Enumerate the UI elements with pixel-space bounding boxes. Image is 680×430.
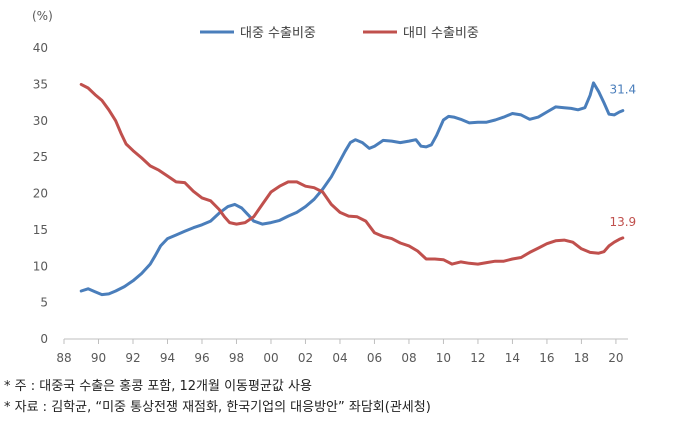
y-axis-unit: (%)	[32, 9, 53, 23]
y-tick-label: 10	[33, 259, 48, 273]
us-export-share-line	[79, 82, 625, 266]
legend: 대중 수출비중 대미 수출비중	[200, 26, 479, 41]
y-tick-label: 0	[40, 332, 48, 346]
us-end-value-label: 13.9	[609, 215, 636, 229]
axes: 0 5 10 15 20 25 30 35 40 88 90 92 94 96 98 00 02 04 06 08 10…	[33, 41, 628, 365]
y-tick-label: 40	[33, 41, 48, 55]
x-tick-label: 90	[91, 351, 106, 365]
x-tick-label: 12	[470, 351, 485, 365]
x-tick-label: 98	[229, 351, 244, 365]
y-tick-label: 15	[33, 223, 48, 237]
line-chart: (%) 대중 수출비중 대미 수출비중 0 5 10 15 20 25 30 35 40 88 90 9…	[32, 9, 636, 365]
footnote-data-source: * 자료 : 김학균, “미중 통상전쟁 재점화, 한국기업의 대응방안” 좌담…	[4, 400, 431, 415]
footnote-source-note: * 주 : 대중국 수출은 홍콩 포함, 12개월 이동평균값 사용	[4, 379, 312, 394]
china-end-value-label: 31.4	[609, 83, 636, 97]
x-tick-label: 20	[608, 351, 623, 365]
footnotes: * 주 : 대중국 수출은 홍콩 포함, 12개월 이동평균값 사용 * 자료 …	[4, 376, 431, 418]
x-tick-label: 00	[263, 351, 278, 365]
x-tick-label: 14	[505, 351, 520, 365]
x-tick-label: 08	[401, 351, 416, 365]
x-tick-label: 18	[574, 351, 589, 365]
x-tick-label: 10	[436, 351, 451, 365]
y-tick-label: 35	[33, 77, 48, 91]
china-export-share-line	[79, 81, 625, 297]
x-tick-label: 92	[125, 351, 140, 365]
y-tick-label: 25	[33, 150, 48, 164]
x-tick-label: 88	[56, 351, 71, 365]
y-tick-label: 5	[40, 296, 48, 310]
x-tick-label: 04	[332, 351, 347, 365]
y-tick-label: 20	[33, 187, 48, 201]
legend-label-china: 대중 수출비중	[240, 26, 316, 41]
series-layer: 31.4 13.9	[79, 81, 636, 297]
x-tick-label: 94	[160, 351, 175, 365]
x-tick-label: 96	[194, 351, 209, 365]
x-tick-label: 02	[298, 351, 313, 365]
x-tick-label: 06	[367, 351, 382, 365]
x-tick-label: 16	[539, 351, 554, 365]
legend-label-us: 대미 수출비중	[403, 26, 479, 41]
y-tick-label: 30	[33, 114, 48, 128]
